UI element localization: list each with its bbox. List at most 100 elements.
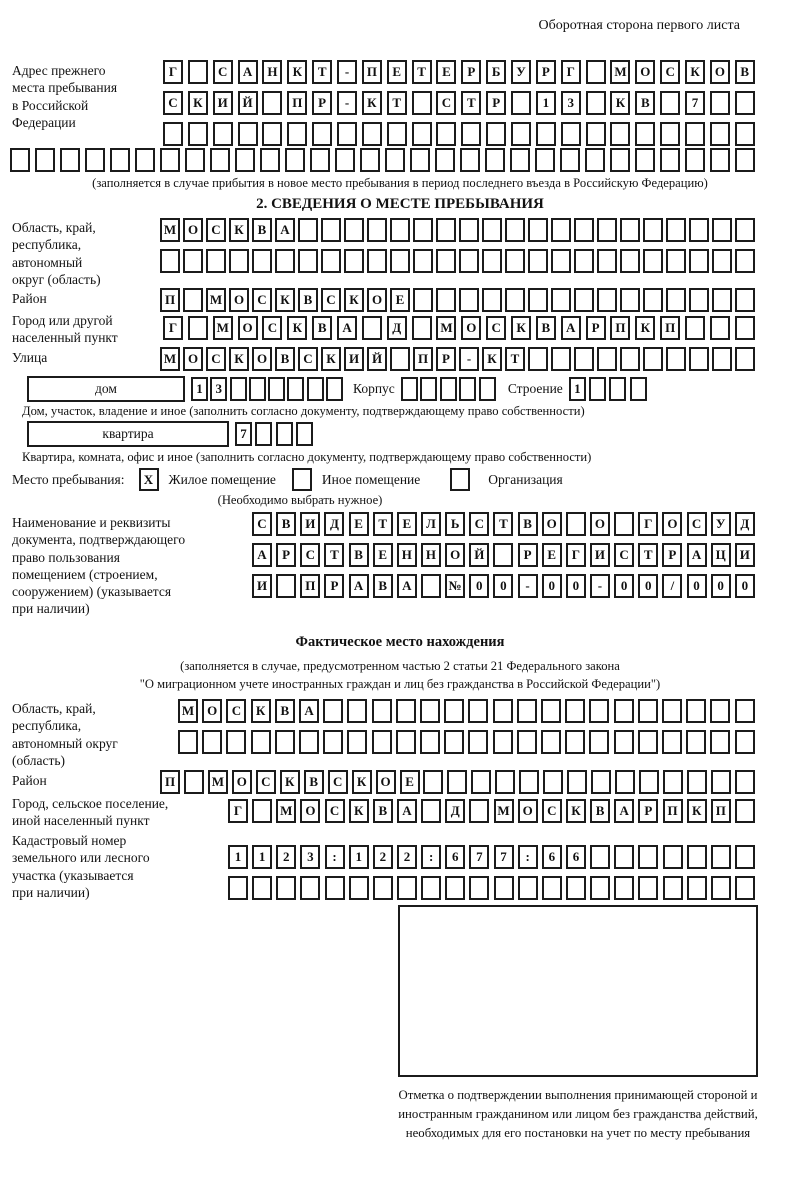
char-box[interactable]: Р [662, 543, 683, 567]
char-box[interactable] [287, 377, 305, 401]
char-box[interactable]: Д [734, 512, 755, 536]
char-box[interactable] [413, 218, 433, 242]
char-box[interactable]: Р [517, 543, 538, 567]
char-box[interactable] [445, 876, 466, 900]
char-box[interactable] [183, 288, 203, 312]
char-box[interactable]: : [421, 845, 442, 869]
char-box[interactable] [543, 770, 564, 794]
char-box[interactable] [439, 377, 457, 401]
char-box[interactable] [275, 422, 293, 446]
char-box[interactable]: О [375, 770, 396, 794]
char-box[interactable] [505, 288, 525, 312]
char-box[interactable] [160, 148, 180, 172]
char-box[interactable] [662, 699, 683, 723]
char-box[interactable]: С [614, 543, 635, 567]
char-box[interactable]: Р [638, 799, 659, 823]
char-box[interactable]: С [226, 699, 247, 723]
char-box[interactable] [620, 218, 640, 242]
char-box[interactable] [459, 249, 479, 273]
char-box[interactable]: Н [420, 543, 441, 567]
char-box[interactable]: М [207, 770, 228, 794]
char-box[interactable] [312, 122, 333, 146]
char-box[interactable]: Р [461, 60, 482, 84]
char-box[interactable]: К [287, 316, 308, 340]
char-box[interactable] [597, 347, 617, 371]
char-box[interactable] [590, 876, 611, 900]
char-box[interactable] [344, 218, 364, 242]
char-box[interactable]: Е [541, 543, 562, 567]
char-box[interactable] [734, 845, 755, 869]
checkbox-organizaciya[interactable] [450, 468, 471, 491]
char-box[interactable] [589, 377, 607, 401]
char-box[interactable] [420, 377, 438, 401]
char-box[interactable] [689, 249, 709, 273]
char-box[interactable] [461, 122, 482, 146]
char-box[interactable]: - [337, 91, 358, 115]
char-box[interactable] [444, 699, 465, 723]
char-box[interactable] [324, 876, 345, 900]
char-box[interactable] [493, 543, 514, 567]
char-box[interactable] [541, 876, 562, 900]
char-box[interactable]: Т [372, 512, 393, 536]
char-box[interactable]: М [436, 316, 457, 340]
char-box[interactable]: Т [324, 543, 345, 567]
char-box[interactable] [135, 148, 155, 172]
char-box[interactable] [597, 249, 617, 273]
char-box[interactable] [423, 770, 444, 794]
char-box[interactable] [226, 730, 247, 754]
char-box[interactable] [516, 699, 537, 723]
char-box[interactable] [386, 122, 407, 146]
char-box[interactable]: Г [565, 543, 586, 567]
char-box[interactable] [567, 770, 588, 794]
char-box[interactable]: В [348, 543, 369, 567]
char-box[interactable]: 1 [348, 845, 369, 869]
char-box[interactable] [735, 347, 755, 371]
char-box[interactable]: И [344, 347, 364, 371]
char-box[interactable]: К [344, 288, 364, 312]
char-box[interactable] [347, 730, 368, 754]
char-box[interactable] [585, 60, 606, 84]
char-box[interactable] [459, 218, 479, 242]
char-box[interactable] [517, 876, 538, 900]
char-box[interactable] [310, 148, 330, 172]
char-box[interactable] [734, 699, 755, 723]
char-box[interactable]: Р [276, 543, 297, 567]
char-box[interactable] [110, 148, 130, 172]
char-box[interactable] [400, 377, 418, 401]
char-box[interactable]: 0 [710, 574, 731, 598]
char-box[interactable]: П [160, 770, 180, 794]
char-box[interactable]: 3 [560, 91, 581, 115]
char-box[interactable]: Д [445, 799, 466, 823]
char-box[interactable]: Б [486, 60, 507, 84]
char-box[interactable] [482, 218, 502, 242]
char-box[interactable]: О [461, 316, 482, 340]
char-box[interactable] [510, 148, 530, 172]
char-box[interactable] [325, 377, 343, 401]
char-box[interactable] [585, 91, 606, 115]
char-box[interactable] [689, 218, 709, 242]
char-box[interactable] [614, 512, 635, 536]
char-box[interactable] [551, 347, 571, 371]
char-box[interactable]: К [287, 60, 308, 84]
char-box[interactable] [367, 249, 387, 273]
char-box[interactable] [551, 249, 571, 273]
char-box[interactable]: С [486, 316, 507, 340]
char-box[interactable]: 3 [300, 845, 321, 869]
char-box[interactable]: И [300, 512, 321, 536]
char-box[interactable] [35, 148, 55, 172]
char-box[interactable] [212, 122, 233, 146]
char-box[interactable]: Р [436, 347, 456, 371]
char-box[interactable]: Р [585, 316, 606, 340]
char-box[interactable] [609, 377, 627, 401]
char-box[interactable]: К [348, 799, 369, 823]
char-box[interactable]: М [206, 288, 226, 312]
char-box[interactable] [528, 249, 548, 273]
char-box[interactable] [663, 770, 684, 794]
char-box[interactable]: И [252, 574, 272, 598]
char-box[interactable] [395, 699, 416, 723]
char-box[interactable]: Й [469, 543, 490, 567]
char-box[interactable]: В [372, 574, 393, 598]
char-box[interactable] [535, 148, 555, 172]
char-box[interactable] [710, 730, 731, 754]
char-box[interactable] [436, 218, 456, 242]
